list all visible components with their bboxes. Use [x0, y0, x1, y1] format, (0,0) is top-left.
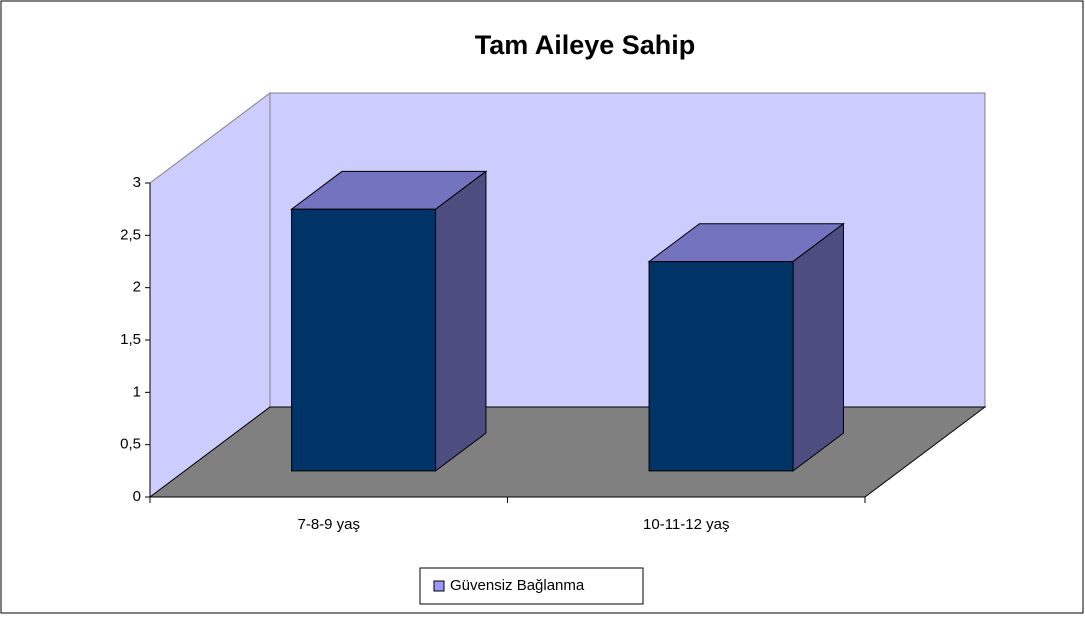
y-tick-label: 2,5: [120, 226, 141, 243]
floor: [148, 406, 987, 498]
bar-side: [792, 222, 844, 472]
y-tick-label: 0: [133, 488, 141, 505]
legend-label: Güvensiz Bağlanma: [450, 577, 585, 594]
y-tick-label: 0,5: [120, 436, 141, 453]
legend-box: [419, 567, 644, 605]
chart-title: Tam Aileye Sahip: [475, 30, 696, 60]
y-tick-label: 1: [133, 383, 141, 400]
y-tick-label: 3: [133, 174, 141, 191]
legend-swatch: [433, 580, 445, 592]
bar-side: [435, 170, 487, 472]
bar: [648, 261, 794, 472]
x-tick-label: 7-8-9 yaş: [297, 516, 360, 533]
x-tick-label: 10-11-12 yaş: [643, 516, 729, 533]
y-tick-label: 1,5: [120, 331, 141, 348]
bar: [291, 208, 437, 472]
y-tick-label: 2: [133, 279, 141, 296]
